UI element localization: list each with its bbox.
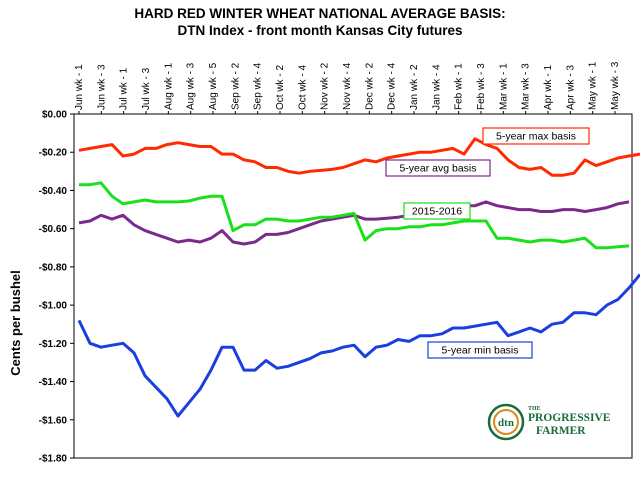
y-tick-label: -$0.60: [39, 224, 68, 235]
logo-the: THE: [528, 406, 541, 412]
x-tick-label: Apr wk - 1: [543, 65, 554, 110]
x-tick-label: Nov wk - 4: [342, 62, 353, 110]
y-tick-label: -$1.40: [39, 377, 68, 388]
annotation-box: [427, 341, 533, 359]
x-tick-label: Oct wk - 2: [275, 65, 286, 110]
y-tick-label: -$0.80: [39, 262, 68, 273]
x-tick-label: Oct wk - 4: [297, 65, 308, 110]
x-tick-label: May wk - 3: [610, 61, 621, 110]
x-tick-label: May wk - 1: [588, 61, 599, 110]
logo-brand: dtn: [498, 417, 514, 429]
y-tick-label: -$1.60: [39, 415, 68, 426]
x-tick-label: Aug wk - 3: [186, 62, 197, 110]
y-tick-label: -$0.20: [39, 148, 68, 159]
x-tick-label: Aug wk - 5: [208, 62, 219, 110]
y-axis-label: Cents per bushel: [8, 270, 23, 375]
y-tick-label: -$0.40: [39, 186, 68, 197]
logo-inner-ring: [493, 409, 519, 435]
annotation-label: 5-year max basis: [496, 131, 576, 143]
annotation-label: 5-year avg basis: [399, 163, 476, 175]
chart-subtitle: DTN Index - front month Kansas City futu…: [177, 23, 463, 38]
dtn-progressive-farmer-logo: dtn THE PROGRESSIVE FARMER: [487, 403, 611, 441]
series-line-5-year-min-basis: [77, 273, 640, 418]
x-tick-label: Dec wk - 2: [364, 62, 375, 110]
logo-line2: FARMER: [536, 425, 586, 437]
x-tick-label: Sep wk - 4: [253, 62, 264, 110]
x-tick-label: Jul wk - 1: [119, 67, 130, 110]
series-line-5-year-max-basis: [78, 137, 640, 177]
x-tick-label: Jan wk - 4: [431, 64, 442, 110]
x-tick-label: Nov wk - 2: [320, 62, 331, 110]
x-tick-label: Aug wk - 1: [163, 62, 174, 110]
series-line-5-year-avg-basis: [78, 200, 630, 246]
x-tick-label: Mar wk - 3: [521, 63, 532, 110]
x-tick-label: Mar wk - 1: [498, 63, 509, 110]
x-tick-label: Dec wk - 4: [387, 62, 398, 110]
annotation-box: [482, 127, 590, 145]
annotation-label: 2015-2016: [412, 206, 462, 218]
y-tick-label: $0.00: [42, 110, 67, 121]
x-tick-label: Jun wk - 1: [74, 64, 85, 110]
logo-ring: [487, 403, 525, 441]
y-tick-label: -$1.00: [39, 301, 68, 312]
logo-line1: PROGRESSIVE: [528, 412, 611, 424]
x-tick-label: Jan wk - 2: [409, 64, 420, 110]
x-tick-label: Apr wk - 3: [565, 65, 576, 110]
y-tick-label: -$1.80: [39, 454, 68, 465]
x-tick-label: Jul wk - 3: [141, 67, 152, 110]
x-tick-label: Feb wk - 3: [476, 63, 487, 110]
x-tick-label: Feb wk - 1: [454, 63, 465, 110]
x-tick-label: Sep wk - 2: [230, 62, 241, 110]
x-tick-label: Jun wk - 3: [96, 64, 107, 110]
annotation-box: [403, 202, 471, 220]
chart-title: HARD RED WINTER WHEAT NATIONAL AVERAGE B…: [134, 6, 506, 21]
annotation-label: 5-year min basis: [441, 345, 518, 357]
y-tick-label: -$1.20: [39, 339, 68, 350]
series-line-2015-2016: [79, 181, 630, 250]
annotation-box: [385, 159, 491, 177]
